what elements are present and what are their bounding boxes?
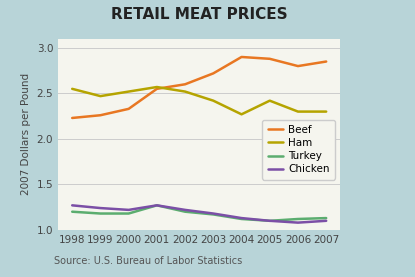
Beef	[267, 57, 272, 60]
Chicken	[295, 221, 300, 224]
Turkey	[126, 212, 131, 215]
Ham	[324, 110, 329, 113]
Turkey	[154, 204, 159, 207]
Beef	[183, 83, 188, 86]
Ham	[183, 90, 188, 93]
Ham	[126, 90, 131, 93]
Line: Turkey: Turkey	[72, 205, 326, 221]
Chicken	[267, 219, 272, 222]
Title: RETAIL MEAT PRICES: RETAIL MEAT PRICES	[111, 7, 288, 22]
Chicken	[239, 216, 244, 220]
Beef	[295, 65, 300, 68]
Line: Chicken: Chicken	[72, 205, 326, 223]
Line: Ham: Ham	[72, 87, 326, 114]
Chicken	[98, 206, 103, 210]
Beef	[211, 72, 216, 75]
Ham	[211, 99, 216, 102]
Turkey	[183, 210, 188, 213]
Text: Source: U.S. Bureau of Labor Statistics: Source: U.S. Bureau of Labor Statistics	[54, 256, 242, 266]
Y-axis label: 2007 Dollars per Pound: 2007 Dollars per Pound	[21, 73, 31, 195]
Turkey	[70, 210, 75, 213]
Ham	[267, 99, 272, 102]
Legend: Beef, Ham, Turkey, Chicken: Beef, Ham, Turkey, Chicken	[262, 120, 335, 179]
Beef	[126, 107, 131, 111]
Ham	[154, 85, 159, 89]
Turkey	[211, 213, 216, 216]
Ham	[98, 94, 103, 98]
Beef	[324, 60, 329, 63]
Turkey	[324, 216, 329, 220]
Beef	[239, 55, 244, 59]
Chicken	[211, 212, 216, 215]
Text: RETAIL MEAT PRICES: RETAIL MEAT PRICES	[0, 276, 1, 277]
Beef	[154, 87, 159, 91]
Chicken	[183, 208, 188, 212]
Turkey	[295, 217, 300, 221]
Ham	[70, 87, 75, 91]
Turkey	[98, 212, 103, 215]
Turkey	[239, 217, 244, 221]
Beef	[70, 116, 75, 120]
Turkey	[267, 219, 272, 222]
Ham	[295, 110, 300, 113]
Chicken	[154, 204, 159, 207]
Chicken	[324, 219, 329, 222]
Chicken	[70, 204, 75, 207]
Ham	[239, 113, 244, 116]
Line: Beef: Beef	[72, 57, 326, 118]
Chicken	[126, 208, 131, 212]
Beef	[98, 114, 103, 117]
